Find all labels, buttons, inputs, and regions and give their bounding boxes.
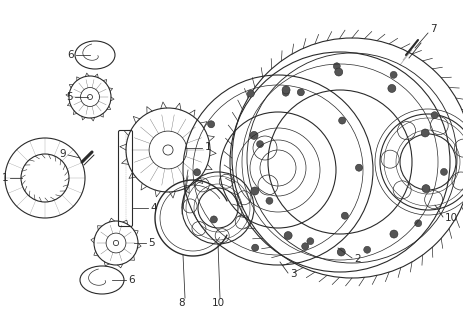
Text: 7: 7 — [430, 24, 437, 34]
Circle shape — [440, 168, 447, 175]
Circle shape — [333, 63, 340, 70]
Circle shape — [388, 84, 396, 92]
Circle shape — [390, 71, 397, 78]
Circle shape — [207, 121, 215, 128]
Circle shape — [335, 68, 343, 76]
Text: 2: 2 — [354, 254, 361, 264]
Text: 10: 10 — [445, 213, 458, 223]
Circle shape — [422, 185, 430, 193]
Text: 5: 5 — [66, 92, 73, 102]
Circle shape — [210, 216, 217, 223]
Circle shape — [415, 220, 422, 227]
Circle shape — [282, 89, 289, 96]
Circle shape — [390, 230, 398, 238]
Text: 8: 8 — [179, 298, 185, 308]
Circle shape — [284, 232, 292, 240]
Text: 6: 6 — [68, 50, 74, 60]
Circle shape — [338, 117, 346, 124]
Circle shape — [431, 112, 438, 119]
Circle shape — [302, 243, 309, 250]
Text: 5: 5 — [148, 238, 155, 248]
Text: 9: 9 — [59, 149, 66, 159]
Circle shape — [257, 140, 263, 148]
Circle shape — [194, 169, 200, 176]
Circle shape — [364, 246, 371, 253]
Text: 6: 6 — [128, 275, 135, 285]
Circle shape — [341, 212, 348, 219]
Circle shape — [247, 90, 254, 97]
Circle shape — [266, 197, 273, 204]
Text: 3: 3 — [290, 269, 297, 279]
Text: 10: 10 — [212, 298, 225, 308]
Circle shape — [307, 238, 314, 245]
Circle shape — [282, 86, 290, 94]
Circle shape — [297, 89, 304, 96]
Circle shape — [337, 248, 345, 256]
Circle shape — [252, 244, 259, 251]
Text: 4: 4 — [150, 203, 156, 213]
Circle shape — [251, 187, 259, 195]
Circle shape — [421, 129, 429, 137]
Text: 1: 1 — [1, 173, 8, 183]
Circle shape — [356, 164, 363, 171]
Text: 1: 1 — [205, 142, 212, 152]
Circle shape — [250, 132, 258, 140]
